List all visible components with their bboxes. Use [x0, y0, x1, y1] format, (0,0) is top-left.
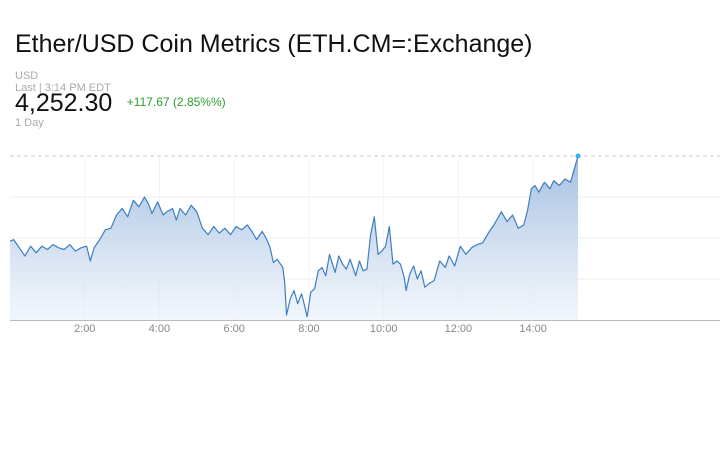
time-range-label: 1 Day	[15, 117, 44, 129]
price-line	[9, 155, 579, 318]
x-axis: 2:00 4:00 6:00 8:00 10:00 12:00 14:00	[10, 320, 720, 335]
currency-label: USD	[15, 70, 39, 82]
price-change: +117.67 (2.85%%)	[126, 95, 226, 109]
x-tick-label: 8:00	[298, 323, 319, 335]
price-row: 4,252.30 +117.67 (2.85%%)	[15, 89, 226, 118]
last-price: 4,252.30	[15, 89, 113, 117]
price-chart: 2:00 4:00 6:00 8:00 10:00 12:00 14:00	[9, 153, 720, 335]
x-tick-label: 2:00	[74, 323, 95, 335]
price-area-fill	[10, 156, 578, 320]
page-title: Ether/USD Coin Metrics (ETH.CM=:Exchange…	[15, 30, 533, 58]
x-tick-label: 12:00	[445, 323, 473, 335]
x-tick-label: 6:00	[223, 323, 244, 335]
last-price-marker	[575, 153, 581, 159]
last-update-time: Last | 3:14 PM EDT	[15, 82, 111, 94]
chart-area	[9, 153, 581, 320]
x-tick-label: 14:00	[519, 323, 547, 335]
x-tick-label: 4:00	[149, 323, 170, 335]
x-tick-label: 10:00	[370, 323, 398, 335]
